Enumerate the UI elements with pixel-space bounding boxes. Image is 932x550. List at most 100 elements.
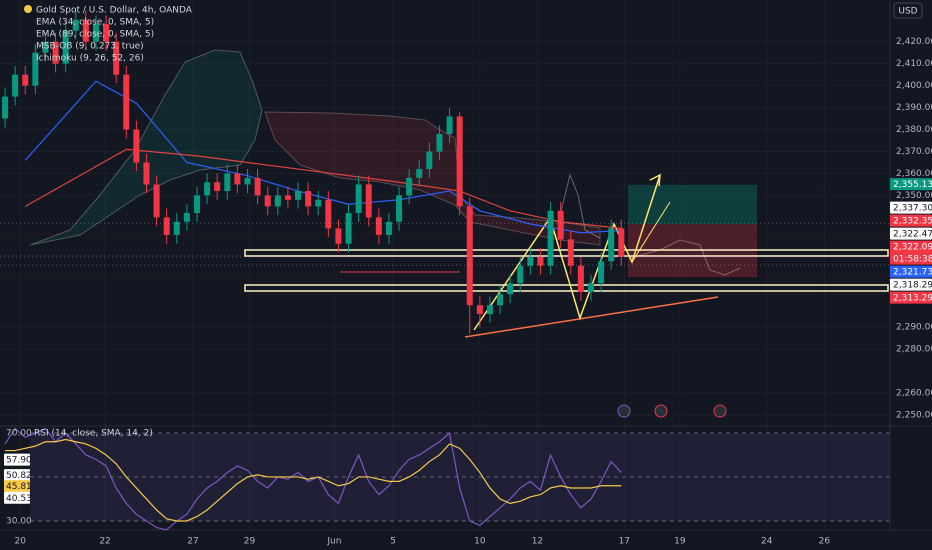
candle-body [113,41,120,75]
price-badge-label: 2,318.293 [893,281,932,291]
candle-body [517,265,524,284]
grid [30,432,890,522]
candle-body [244,177,251,185]
candle-body [274,195,281,207]
price-badge-label: 2,322.095 [893,243,932,253]
y-tick-label: 2,380.000 [896,125,932,135]
candle-body [133,129,140,163]
candle-body [32,52,39,86]
y-tick-label: 2,410.000 [896,59,932,69]
candle-body [12,74,19,97]
candle-body [355,184,362,213]
candle-body [153,184,160,218]
candle-body [335,228,342,244]
candle-body [598,261,605,284]
y-tick-label: 2,370.000 [896,147,932,157]
y-tick-label: 2,360.000 [896,169,932,179]
candle-body [123,74,130,130]
legend-entry: EMA (34, close, 0, SMA, 5) [36,18,154,28]
price-badge [890,240,932,265]
zone-box [244,249,889,257]
candle-body [42,41,49,53]
price-badge-label: 2,322.472 [893,230,932,240]
event-icon [713,404,727,418]
labels: 2,250.000 2,260.000 2,280.000 2,290.000 2,35… [4,37,932,547]
x-tick-label: 12 [532,537,543,547]
candle-body [214,182,221,192]
currency[interactable]: USD [898,7,917,17]
candle-body [547,210,554,266]
indicator-line [24,80,622,234]
price-badge [890,178,932,191]
candle-body [2,96,9,119]
y-tick-label: 2,400.000 [896,81,932,91]
x-tick-label: 19 [674,537,686,547]
candle-body [527,256,534,266]
candle-body [193,195,200,213]
candle-body [497,294,504,306]
price-badge-label: 2,337.303 [893,204,932,214]
rsi-badge-label: 57.90 [6,456,32,466]
candle-body [577,265,584,293]
long-position-target [628,185,757,224]
event-icon [617,404,631,418]
x-tick-label: 27 [187,537,198,547]
candle-body [163,217,170,235]
price-badge-label: 2,313.299 [893,294,932,304]
candle-body [305,191,312,207]
price-badge-label: 2,355.131 [893,180,932,190]
candle-body [315,199,322,207]
x-tick-label: 20 [14,537,26,547]
price-badge [890,265,932,278]
candle-body [173,221,180,235]
candle-body [406,177,413,196]
x-tick-label: 17 [619,537,630,547]
zigzag [473,174,661,331]
rsi-badge-label: 45.81 [6,482,32,492]
rsi-badge-label: 40.53 [6,494,32,504]
rsi-badge [4,453,30,466]
x-tick-label: 10 [474,537,486,547]
x-tick-label: 22 [99,537,110,547]
y-tick-label: 2,280.000 [896,345,932,355]
candle-body [72,19,79,31]
x-tick-label: Jun [326,537,341,547]
candle-body [618,228,625,257]
ichimoku-cloud [29,49,263,246]
y-tick-label: 2,350.000 [896,191,932,201]
price-badge [890,201,932,214]
candle-body [608,228,615,262]
rsi-line [5,438,622,522]
candle-body [396,195,403,222]
candle-body [345,213,352,244]
candle-body [143,162,150,185]
arrow-head [649,173,661,187]
legend-entry: MSB-OB (9, 0.273, true) [36,42,144,52]
rsi-badge [4,491,30,504]
candle-body [365,184,372,218]
candle-body [92,24,99,42]
currency-button[interactable] [893,2,923,19]
candle-body [426,151,433,170]
candle-body [82,19,89,42]
candle-body [486,305,493,315]
candle-body [52,41,59,64]
candle-body [476,305,483,315]
candle-body [557,210,564,240]
price-badge [890,214,932,227]
ichimoku-cloud [264,111,601,246]
candle-body [385,221,392,235]
candle-body [587,283,594,293]
zone-box [244,284,889,292]
legend-entry: Ichimoku (9, 26, 52, 26) [36,54,144,64]
indicator-line [24,148,622,229]
trendline [464,296,719,338]
candle-body [567,239,574,266]
price-badge-label: 2,321.739 [893,268,932,278]
price-badge-label: 2,332.354 [893,217,932,227]
candle-body [416,169,423,178]
countdown: 01:58:38 [893,255,932,265]
